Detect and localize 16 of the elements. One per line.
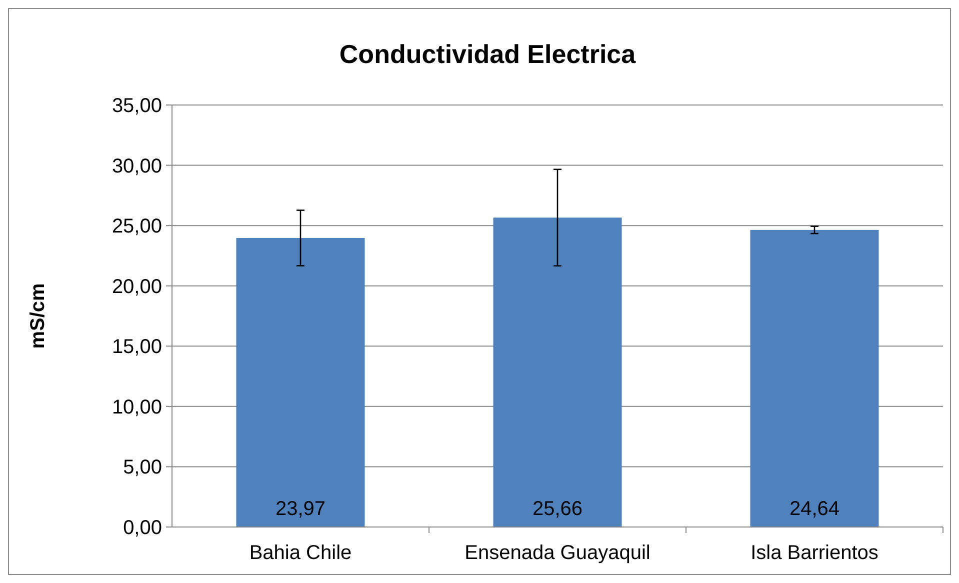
data-label: 24,64: [789, 498, 840, 520]
y-tick-label: 35,00: [112, 95, 162, 117]
y-tick-label: 10,00: [112, 396, 162, 418]
chart-title: Conductividad Electrica: [339, 39, 636, 69]
y-tick-label: 25,00: [112, 216, 162, 238]
data-label: 23,97: [275, 498, 326, 520]
data-label: 25,66: [532, 498, 583, 520]
x-tick-label: Ensenada Guayaquil: [464, 542, 650, 564]
y-axis-title: mS/cm: [27, 283, 49, 349]
y-tick-label: 15,00: [112, 336, 162, 358]
x-tick-label: Bahia Chile: [249, 542, 352, 564]
x-tick-label: Isla Barrientos: [750, 542, 878, 564]
y-tick-label: 30,00: [112, 155, 162, 178]
y-tick-label: 20,00: [112, 276, 162, 298]
y-tick-label: 5,00: [123, 456, 162, 479]
y-tick-label: 0,00: [123, 517, 162, 539]
